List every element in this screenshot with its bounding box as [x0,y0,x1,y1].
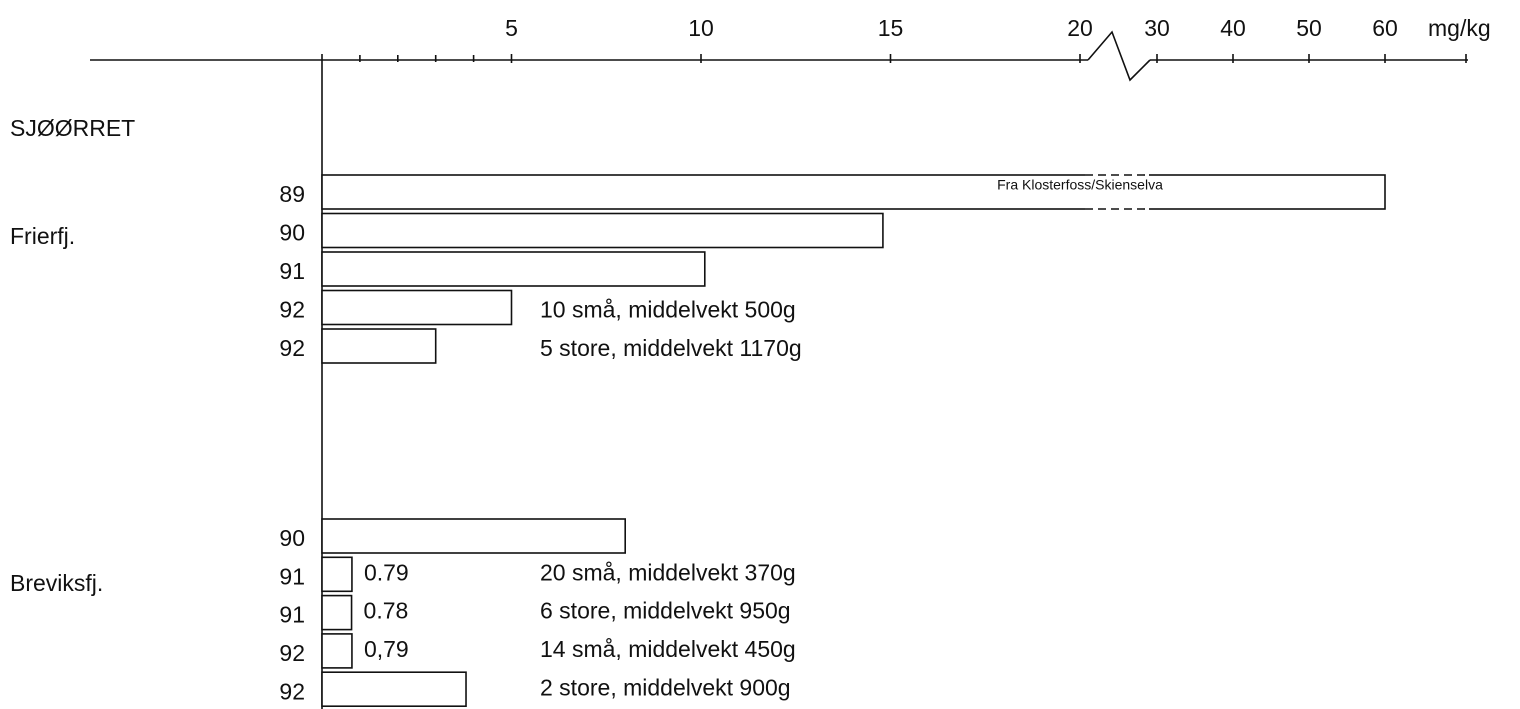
y-tick-label: 92 [279,297,305,323]
value-label: 0,79 [364,636,409,662]
x-tick-label: 5 [505,15,518,41]
x-tick-label: 50 [1296,15,1322,41]
x-tick-label: 30 [1144,15,1170,41]
bar-note: 14 små, middelvekt 450g [540,636,796,662]
bar [321,556,353,593]
x-tick-label: 10 [688,15,714,41]
bar-note: 10 små, middelvekt 500g [540,297,796,323]
x-tick-label: 60 [1372,15,1398,41]
bar-note: 20 små, middelvekt 370g [540,559,796,585]
unit-label: mg/kg [1428,15,1491,41]
y-tick-label: 90 [279,525,305,551]
y-tick-label: 89 [279,181,305,207]
group-label: Breviksfj. [10,570,103,596]
bar-note: 5 store, middelvekt 1170g [540,335,802,361]
bar-note: Fra Klosterfoss/Skienselva [997,177,1163,193]
axis-break [1087,30,1151,82]
bar [321,518,627,554]
chart-title: SJØØRRET [10,115,135,141]
bar [321,251,706,287]
y-tick-label: 92 [279,640,305,666]
bar [321,289,513,326]
bar [321,633,353,669]
bar [321,212,884,249]
y-tick-label: 90 [279,220,305,246]
x-tick-label: 40 [1220,15,1246,41]
bar [321,328,437,364]
bar-note: 2 store, middelvekt 900g [540,674,791,700]
x-tick-label: 15 [878,15,904,41]
y-tick-label: 91 [279,258,305,284]
bar [321,174,1386,210]
y-tick-label: 92 [279,678,305,704]
value-label: 0.78 [364,598,409,624]
y-tick-label: 91 [279,602,305,628]
y-tick-label: 91 [279,563,305,589]
bar [321,594,353,631]
group-label: Frierfj. [10,223,75,249]
bar [321,671,467,708]
y-tick-label: 92 [279,335,305,361]
value-label: 0.79 [364,559,409,585]
bar-note: 6 store, middelvekt 950g [540,598,791,624]
x-tick-label: 20 [1067,15,1093,41]
